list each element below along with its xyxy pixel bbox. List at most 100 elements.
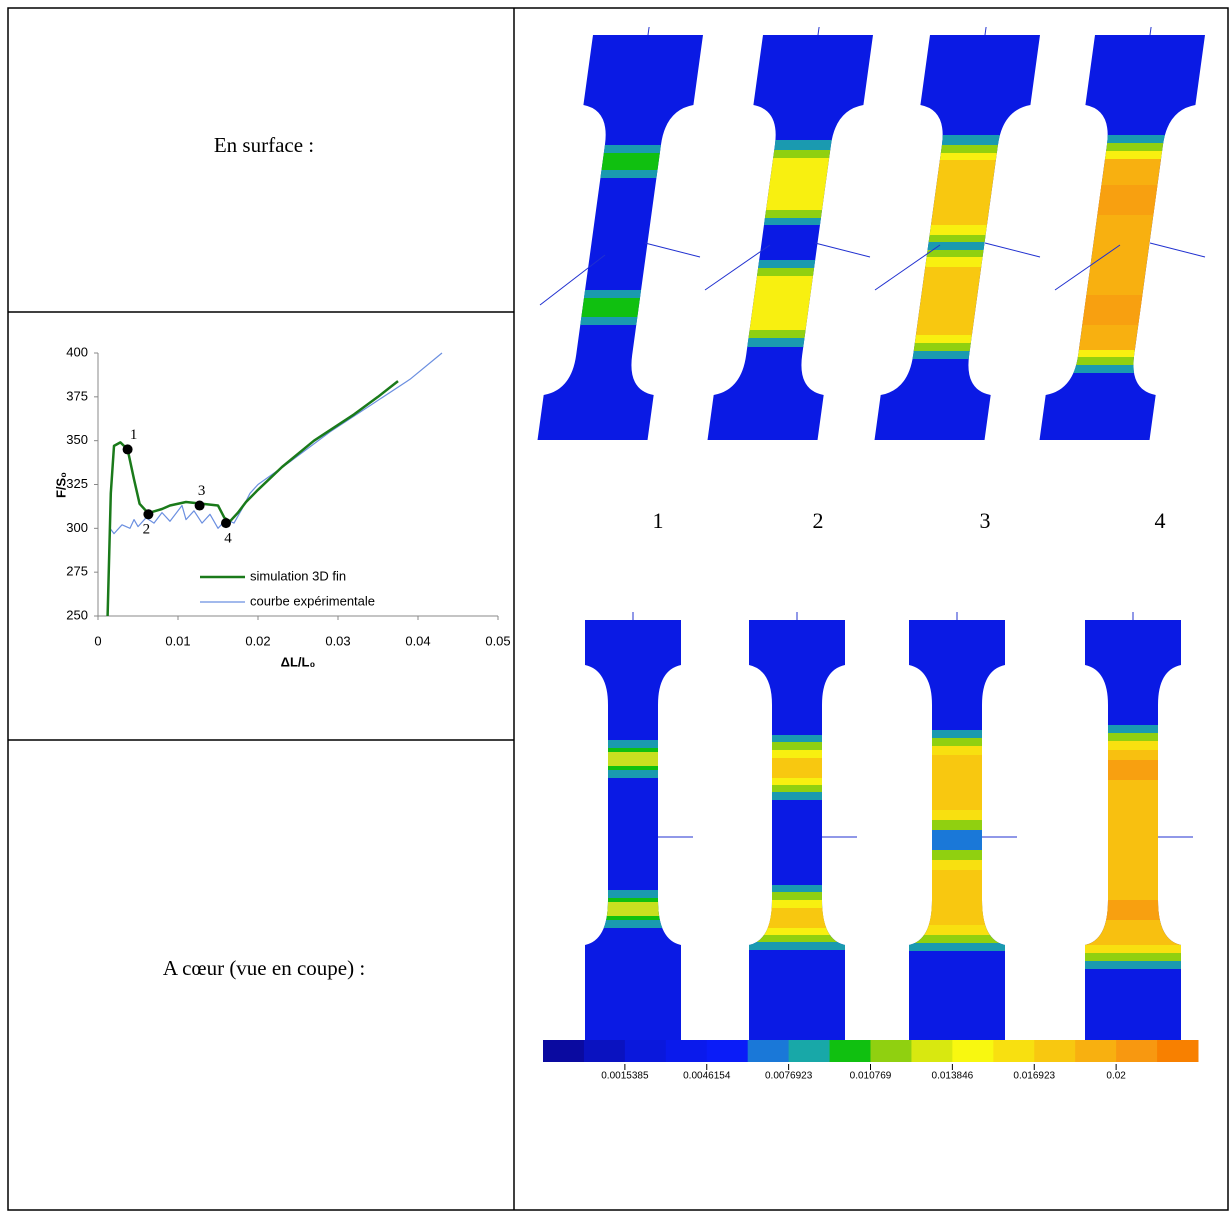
specimen-number: 2 bbox=[813, 508, 824, 533]
strain-band bbox=[1055, 135, 1205, 143]
colorbar-segment bbox=[583, 1040, 626, 1062]
strain-band bbox=[909, 850, 1005, 860]
specimens bbox=[537, 27, 1206, 1048]
table-frame bbox=[7, 7, 1229, 1211]
axis-line bbox=[984, 242, 1041, 258]
strain-band bbox=[878, 160, 1040, 225]
colorbar: 0.0015385 0.0046154 0.0076923 0.010769 0.013… bbox=[543, 1040, 1199, 1082]
strain-band bbox=[585, 920, 681, 928]
strain-band bbox=[749, 885, 845, 892]
axis-line bbox=[984, 27, 987, 35]
strain-band bbox=[887, 153, 1040, 160]
core-label: A cœur (vue en coupe) : bbox=[163, 956, 365, 980]
bands bbox=[585, 740, 681, 928]
surface-label: En surface : bbox=[214, 133, 314, 157]
y-tick-label: 350 bbox=[66, 432, 88, 447]
point-label: 3 bbox=[198, 483, 206, 499]
colorbar-label: 0.010769 bbox=[850, 1071, 892, 1082]
strain-band bbox=[909, 830, 1005, 850]
strain-band bbox=[1085, 961, 1181, 969]
strain-band bbox=[1054, 143, 1205, 151]
strain-band bbox=[585, 890, 681, 898]
specimen bbox=[1085, 612, 1181, 1048]
strain-band bbox=[877, 225, 1039, 235]
strain-band bbox=[874, 267, 1034, 335]
specimen-body bbox=[707, 35, 873, 440]
x-axis-label: ΔL/L₀ bbox=[281, 654, 316, 669]
colorbar-segment bbox=[624, 1040, 667, 1062]
strain-band bbox=[1085, 733, 1181, 741]
axis-line bbox=[1149, 27, 1152, 35]
strain-band bbox=[909, 730, 1005, 738]
strain-band bbox=[548, 170, 703, 178]
strain-band bbox=[585, 752, 681, 766]
axis-line bbox=[1054, 244, 1121, 291]
specimen bbox=[707, 27, 873, 440]
strain-band bbox=[876, 235, 1038, 242]
strain-band bbox=[537, 298, 692, 317]
strain-band bbox=[551, 145, 703, 153]
colorbar-segment bbox=[993, 1040, 1035, 1062]
colorbar-segment bbox=[788, 1040, 831, 1062]
specimen bbox=[1039, 27, 1205, 440]
point-marker bbox=[122, 444, 133, 455]
strain-band bbox=[722, 140, 873, 150]
y-tick-label: 325 bbox=[66, 476, 88, 491]
strain-band bbox=[1085, 741, 1181, 750]
specimen bbox=[537, 27, 703, 440]
colorbar-segment bbox=[1116, 1040, 1158, 1062]
strain-band bbox=[1045, 185, 1205, 215]
y-tick-label: 375 bbox=[66, 388, 88, 403]
strain-band bbox=[909, 943, 1005, 951]
strain-band bbox=[909, 820, 1005, 830]
strain-band bbox=[749, 792, 845, 800]
legend-label: courbe expérimentale bbox=[250, 593, 375, 608]
strain-band bbox=[749, 758, 845, 778]
x-tick-label: 0.02 bbox=[245, 633, 270, 648]
colorbar-segment bbox=[543, 1040, 585, 1062]
strain-band bbox=[875, 242, 1037, 250]
colorbar-label: 0.016923 bbox=[1013, 1071, 1055, 1082]
strain-band bbox=[874, 250, 1036, 257]
strain-band bbox=[909, 935, 1005, 943]
strain-band bbox=[874, 257, 1035, 267]
strain-band bbox=[1085, 953, 1181, 961]
strain-band bbox=[749, 942, 845, 950]
axis-line bbox=[539, 254, 606, 306]
colorbar-segment bbox=[665, 1040, 708, 1062]
outer-border bbox=[7, 7, 1229, 1211]
strain-band bbox=[749, 735, 845, 742]
x-tick-label: 0.05 bbox=[485, 633, 510, 648]
point-marker bbox=[221, 518, 231, 529]
colorbar-segment bbox=[1034, 1040, 1076, 1062]
chart: 250 275 300 325 350 375 400 0 0.01 0.02 0.03 0.04 0.… bbox=[53, 344, 510, 669]
strain-band bbox=[721, 150, 873, 158]
strain-band bbox=[707, 338, 857, 347]
bands bbox=[1039, 135, 1205, 373]
strain-band bbox=[707, 268, 867, 276]
point-label: 2 bbox=[143, 522, 151, 538]
strain-band bbox=[749, 742, 845, 750]
strain-band bbox=[1085, 900, 1181, 920]
x-tick-label: 0.03 bbox=[325, 633, 350, 648]
axis-line bbox=[814, 242, 871, 258]
specimen-labels: 1 2 3 4 bbox=[653, 508, 1166, 533]
strain-band bbox=[1053, 151, 1205, 159]
strain-band bbox=[537, 317, 690, 325]
specimen bbox=[585, 612, 681, 1048]
colorbar-label: 0.0076923 bbox=[765, 1071, 813, 1082]
x-tick-label: 0.01 bbox=[165, 633, 190, 648]
strain-band bbox=[712, 210, 873, 218]
colorbar-segment bbox=[747, 1040, 790, 1062]
strain-band bbox=[1085, 725, 1181, 733]
bands bbox=[909, 730, 1005, 951]
point-label: 4 bbox=[224, 531, 232, 547]
specimen-number: 1 bbox=[653, 508, 664, 533]
strain-band bbox=[549, 153, 703, 170]
colorbar-segment bbox=[1157, 1040, 1199, 1062]
point-marker bbox=[194, 500, 205, 511]
strain-band bbox=[585, 902, 681, 916]
specimen-number: 4 bbox=[1155, 508, 1166, 533]
